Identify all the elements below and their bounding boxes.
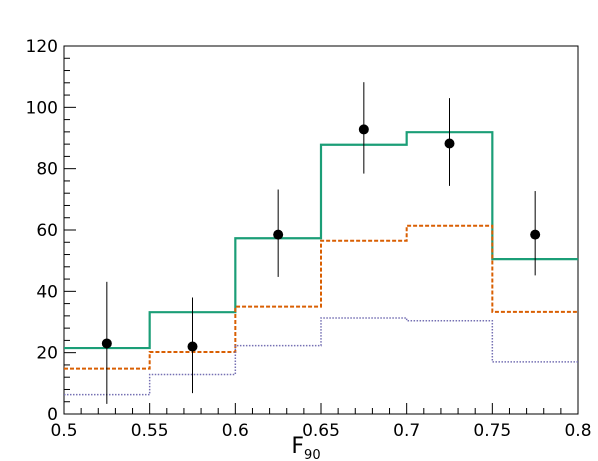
x-tick-label: 0.75 xyxy=(473,421,511,441)
y-tick-label: 100 xyxy=(26,98,58,118)
y-tick-label: 20 xyxy=(36,344,58,364)
x-tick-label: 0.8 xyxy=(564,421,591,441)
data-points-layer xyxy=(101,82,541,404)
x-axis-title: F90 xyxy=(291,434,320,461)
data-point xyxy=(101,338,112,349)
series-solid-histogram xyxy=(64,131,578,350)
data-point xyxy=(444,138,455,149)
x-tick-label: 0.6 xyxy=(222,421,249,441)
data-point xyxy=(187,341,198,352)
data-point xyxy=(273,229,284,240)
series-dotted-histogram xyxy=(64,317,578,396)
y-tick-label: 0 xyxy=(47,405,58,425)
y-tick-label: 60 xyxy=(36,221,58,241)
y-tick-label: 40 xyxy=(36,282,58,302)
data-point xyxy=(530,229,541,240)
x-tick-label: 0.65 xyxy=(302,421,340,441)
y-tick-label: 120 xyxy=(26,37,58,57)
x-tick-label: 0.5 xyxy=(50,421,77,441)
series-dashed-histogram xyxy=(64,224,578,370)
ticks-layer: 0 20 40 60 80 100 120 0.5 0.55 0.6 0.65 0.7 0.75 0.8 xyxy=(26,37,592,441)
x-axis-title-main: F xyxy=(291,434,304,459)
x-tick-label: 0.7 xyxy=(393,421,420,441)
y-tick-label: 80 xyxy=(36,160,58,180)
data-point xyxy=(358,124,369,135)
x-tick-label: 0.55 xyxy=(131,421,169,441)
x-axis-title-subscript: 90 xyxy=(304,448,321,461)
series-layer xyxy=(64,131,578,396)
